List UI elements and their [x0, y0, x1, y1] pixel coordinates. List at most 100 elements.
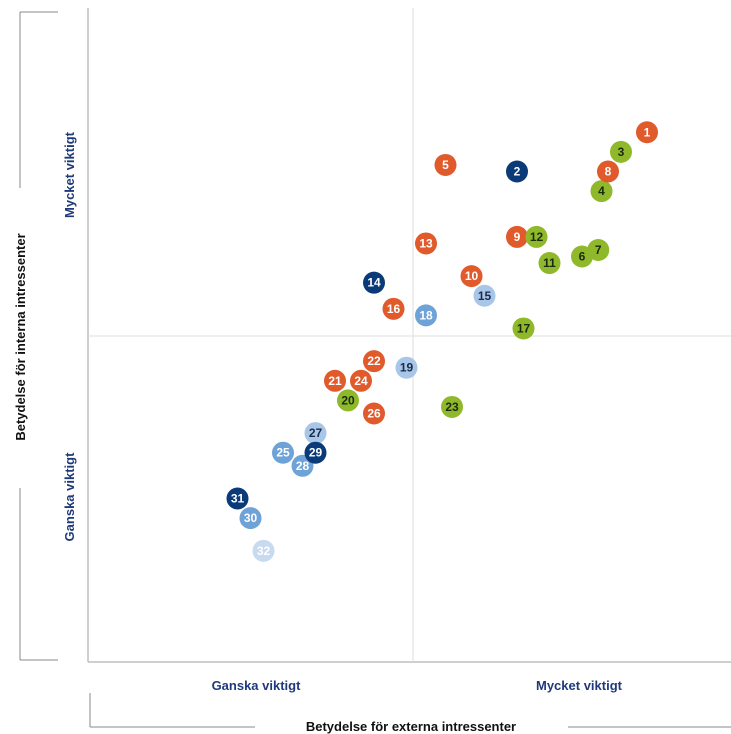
data-point: 31 [226, 487, 249, 510]
data-point-marker [434, 153, 457, 176]
data-point-marker [395, 356, 418, 379]
data-point-marker [239, 507, 262, 530]
data-point: 22 [363, 350, 385, 373]
data-point-marker [525, 225, 548, 248]
data-point-label: 27 [309, 426, 323, 440]
data-point-label: 11 [543, 256, 556, 270]
data-point: 26 [363, 402, 385, 425]
data-point-marker [512, 317, 535, 340]
data-point-label: 9 [514, 230, 521, 244]
data-point-marker [382, 297, 405, 320]
data-point-marker [506, 160, 528, 183]
y-tick-label-low: Ganska viktigt [62, 452, 77, 542]
data-point: 29 [304, 441, 327, 464]
data-point: 7 [587, 238, 610, 261]
data-point-label: 18 [419, 308, 433, 322]
data-point: 27 [304, 422, 327, 445]
data-point-marker [226, 487, 249, 510]
data-point-label: 2 [514, 165, 521, 179]
data-point: 24 [350, 369, 372, 392]
data-point-label: 16 [387, 302, 401, 316]
x-axis-bracket [89, 693, 731, 728]
data-point: 11 [538, 252, 561, 275]
data-point-label: 15 [478, 289, 492, 303]
data-point-marker [252, 539, 275, 562]
data-point: 30 [239, 507, 262, 530]
data-point: 23 [441, 395, 463, 418]
data-point: 20 [337, 389, 359, 412]
data-point-marker [597, 160, 619, 183]
data-point-label: 17 [517, 321, 531, 335]
x-axis-title: Betydelse för externa intressenter [306, 719, 516, 734]
data-point-marker [460, 265, 483, 288]
data-point: 15 [473, 284, 496, 307]
data-point-marker [506, 225, 528, 248]
data-point: 10 [460, 265, 483, 288]
data-point-label: 6 [579, 250, 586, 264]
data-point-label: 21 [328, 374, 342, 388]
data-point-marker [473, 284, 496, 307]
y-axis-bracket [19, 11, 58, 661]
data-point-marker [272, 441, 294, 464]
x-tick-label-low: Ganska viktigt [212, 678, 302, 693]
y-tick-label-high: Mycket viktigt [62, 131, 77, 218]
data-point-marker [324, 369, 346, 392]
data-point: 32 [252, 539, 275, 562]
data-point-label: 5 [442, 158, 449, 172]
data-point-marker [304, 422, 327, 445]
data-point-marker [590, 180, 613, 203]
data-point-label: 20 [341, 393, 355, 407]
data-point-label: 7 [595, 243, 602, 257]
data-point-label: 22 [367, 354, 381, 368]
data-point-marker [415, 232, 437, 255]
data-point-marker [363, 271, 385, 294]
data-point-label: 32 [257, 544, 271, 558]
data-point-marker [337, 389, 359, 412]
data-point: 14 [363, 271, 385, 294]
data-point-label: 8 [605, 165, 612, 179]
data-point-label: 14 [367, 276, 381, 290]
data-point-marker [636, 121, 658, 144]
data-point-marker [441, 395, 463, 418]
data-point-label: 1 [644, 125, 651, 139]
data-point: 18 [415, 304, 437, 327]
data-point: 21 [324, 369, 346, 392]
data-point-marker [350, 369, 372, 392]
data-point-label: 26 [367, 406, 381, 420]
data-point: 12 [525, 225, 548, 248]
data-point-marker [587, 238, 610, 261]
data-point-marker [415, 304, 437, 327]
data-point-marker [538, 252, 561, 275]
data-point-label: 13 [419, 236, 433, 250]
data-point: 25 [272, 441, 294, 464]
data-point-marker [363, 402, 385, 425]
data-point: 3 [610, 140, 632, 163]
data-point: 13 [415, 232, 437, 255]
data-point-marker [610, 140, 632, 163]
x-tick-label-high: Mycket viktigt [536, 678, 623, 693]
data-point-label: 4 [598, 184, 605, 198]
data-point: 8 [597, 160, 619, 183]
y-axis-title: Betydelse för interna intressenter [13, 233, 28, 440]
data-point: 2 [506, 160, 528, 183]
data-point-label: 25 [276, 446, 290, 460]
data-point: 5 [434, 153, 457, 176]
data-point-marker [304, 441, 327, 464]
data-point-label: 19 [400, 361, 414, 375]
data-point-label: 28 [296, 459, 310, 473]
data-point: 17 [512, 317, 535, 340]
data-point: 19 [395, 356, 418, 379]
data-point-label: 24 [354, 374, 368, 388]
data-point-label: 29 [309, 446, 323, 460]
data-point-marker [363, 350, 385, 373]
data-point: 9 [506, 225, 528, 248]
data-point-label: 30 [244, 511, 258, 525]
data-point-label: 23 [445, 400, 459, 414]
data-point-label: 31 [231, 492, 245, 506]
data-point: 16 [382, 297, 405, 320]
data-point-label: 10 [465, 269, 479, 283]
data-point-label: 12 [530, 230, 544, 244]
data-point-label: 3 [618, 145, 625, 159]
